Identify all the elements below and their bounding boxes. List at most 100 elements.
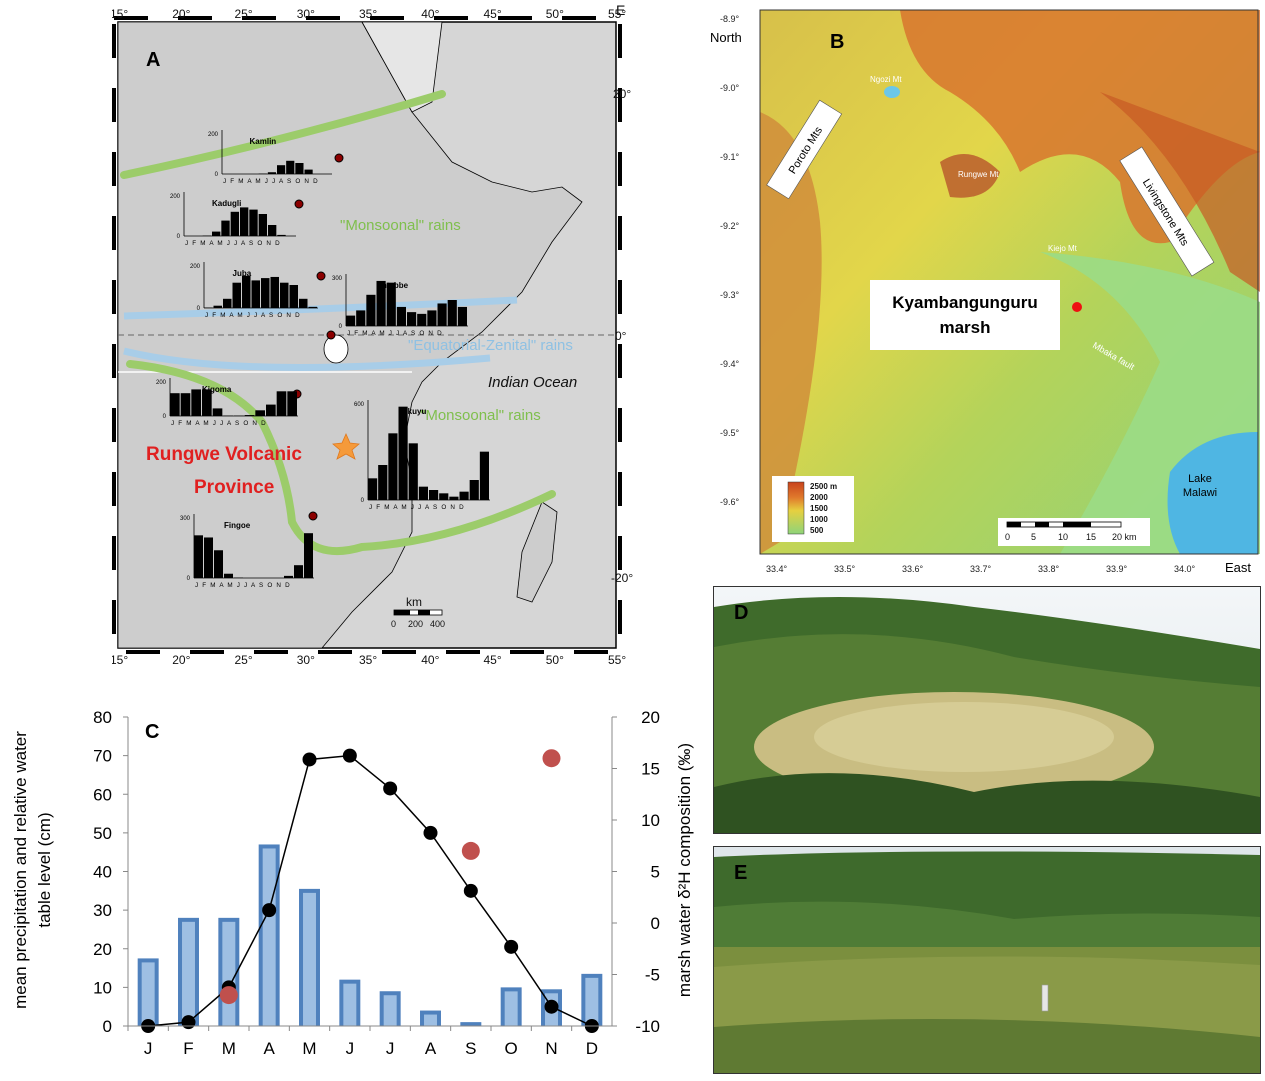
precip-bar (460, 1022, 481, 1026)
precip-bar-inner (182, 922, 195, 1026)
y2-tick-label: 20 (641, 708, 660, 727)
lat-m20-right: -20° (611, 571, 633, 585)
station-bar (181, 393, 191, 416)
station-months: J F M A M J J A S O N D (171, 420, 267, 427)
station-bar (252, 280, 261, 308)
east-label-b: East (1225, 560, 1251, 575)
lon-tick-bottom: 15° (112, 653, 128, 666)
y2-tick-label: 15 (641, 760, 660, 779)
panel-a-letter: A (146, 49, 160, 71)
station-bar (460, 492, 469, 500)
station-bar (170, 393, 180, 416)
x-tick-label: D (586, 1039, 598, 1058)
station-bar (245, 415, 255, 416)
station-bar (277, 391, 287, 416)
station-name: Fingoe (224, 521, 251, 530)
station-bar (290, 285, 299, 308)
lon-tick-top: 45° (484, 7, 502, 21)
water-table-point (262, 903, 276, 917)
svg-text:0: 0 (1005, 532, 1010, 542)
peak-label-ngozi: Ngozi Mt (870, 75, 902, 84)
lat-tick: -9.3° (720, 290, 740, 300)
station-bar (368, 478, 377, 500)
lon-tick-labels-top: 15°20°25°30°35°40°45°50°55° (112, 7, 626, 21)
d2h-point (543, 749, 561, 767)
y-tick-label: 10 (93, 978, 112, 997)
y-tick-label: 70 (93, 747, 112, 766)
y2-axis-label: marsh water δ²H composition (‰) (675, 743, 694, 997)
x-tick-label: A (425, 1039, 437, 1058)
ocean-label: Indian Ocean (488, 374, 577, 391)
rain-label-equatorial: "Equatorial-Zenital" rains (408, 337, 573, 354)
east-label: E (616, 2, 625, 18)
y-tick-label: 50 (93, 824, 112, 843)
svg-text:15: 15 (1086, 532, 1096, 542)
station-bar (266, 405, 276, 416)
lake-label-line2: Malawi (1183, 487, 1217, 499)
lon-tick-top: 20° (172, 7, 190, 21)
x-tick-label: N (545, 1039, 557, 1058)
station-bar (212, 232, 220, 236)
station-bar (249, 210, 257, 236)
station-bar (280, 283, 289, 308)
lon-tick: 34.0° (1174, 564, 1196, 574)
station-ymax: 300 (332, 276, 343, 282)
panel-b-letter: B (830, 31, 844, 53)
lake-label-line1: Lake (1188, 473, 1212, 485)
station-bar (419, 487, 428, 500)
lon-tick-bottom: 30° (297, 653, 315, 666)
lon-tick-top: 15° (112, 7, 128, 21)
water-table-point (343, 749, 357, 763)
station-ymax: 200 (208, 132, 219, 138)
site-label-line1: Kyambangunguru (892, 293, 1037, 312)
svg-text:20 km: 20 km (1112, 532, 1137, 542)
lon-tick-labels: 33.4°33.5°33.6°33.7°33.8°33.9°34.0° (766, 564, 1196, 574)
north-label-b: North (710, 30, 742, 45)
station-bar (417, 314, 426, 326)
x-tick-label: M (302, 1039, 316, 1058)
y-tick-label: 80 (93, 708, 112, 727)
water-table-point (383, 781, 397, 795)
station-ymax: 300 (180, 516, 191, 522)
site-marker (1072, 302, 1082, 312)
station-bar (259, 214, 267, 236)
station-months: J F M A M J J A S O N D (195, 582, 291, 589)
precip-bar-inner (424, 1015, 437, 1026)
station-bar (407, 312, 416, 326)
station-bar (378, 465, 387, 500)
y2-tick-label: 5 (651, 863, 660, 882)
water-table-point (303, 752, 317, 766)
lon-tick-top: 25° (235, 7, 253, 21)
lat-20-right: 20° (613, 87, 631, 101)
svg-text:2500 m: 2500 m (810, 482, 837, 491)
lon-tick-labels-bottom: 15°20°25°30°35°40°45°50°55° (112, 653, 626, 666)
svg-text:2000: 2000 (810, 493, 828, 502)
station-bar (214, 550, 223, 578)
province-label-line2: Province (194, 477, 274, 498)
station-bar (268, 172, 276, 174)
peak-label-rungwe: Rungwe Mt (958, 170, 999, 179)
lon-tick: 33.7° (970, 564, 992, 574)
station-bar (480, 452, 489, 500)
station-name: Juba (233, 269, 252, 278)
y-tick-label: 20 (93, 940, 112, 959)
station-bar (397, 307, 406, 326)
precip-bar-inner (303, 893, 316, 1026)
svg-text:500: 500 (810, 526, 824, 535)
panel-d-letter: D (734, 602, 748, 624)
panel-e-photo: E (713, 846, 1261, 1074)
lon-tick-top: 35° (359, 7, 377, 21)
station-bar (449, 497, 458, 500)
precip-bar-inner (142, 962, 155, 1026)
water-table-point (504, 940, 518, 954)
station-name: Entebbe (377, 281, 409, 290)
lat-tick-labels: -8.9°-9.0°-9.1°-9.2°-9.3°-9.4°-9.5°-9.6° (720, 14, 740, 507)
station-name: Tukuyu (399, 407, 427, 416)
station-bar (304, 533, 313, 578)
station-bar (214, 306, 223, 308)
station-bar (213, 408, 223, 416)
station-ymax: 200 (190, 264, 201, 270)
lat-tick: -9.1° (720, 152, 740, 162)
station-ymax: 600 (354, 402, 365, 408)
panel-c-letter: C (145, 721, 159, 743)
